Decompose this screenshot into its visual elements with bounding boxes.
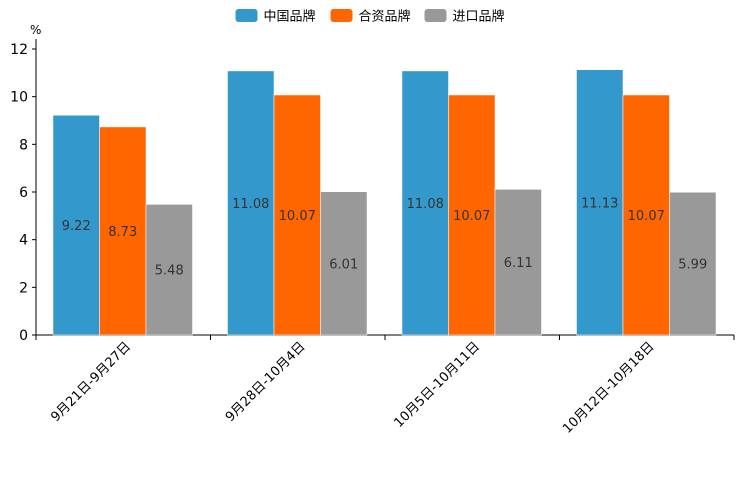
y-tick-label: 8 <box>19 137 28 153</box>
bar <box>401 70 449 336</box>
data-label: 8.73 <box>108 225 137 240</box>
bar <box>320 191 368 336</box>
bar <box>99 126 147 336</box>
x-axis: 9月21日-9月27日 9月28日-10月4日 10月5日-10月11日 10月12日… <box>35 334 735 437</box>
data-label: 9.22 <box>62 219 91 234</box>
y-tick-label: 0 <box>19 328 28 344</box>
x-category-label: 9月28日-10月4日 <box>223 339 309 425</box>
bar <box>273 94 321 336</box>
data-label: 11.13 <box>581 196 618 211</box>
x-category-label: 10月12日-10月18日 <box>560 339 657 436</box>
y-tick-label: 4 <box>19 233 28 249</box>
legend-item[interactable]: 中国品牌 <box>235 9 316 25</box>
legend-label: 合资品牌 <box>359 9 411 25</box>
y-axis-unit-label: % <box>30 23 41 37</box>
legend-item[interactable]: 合资品牌 <box>330 9 411 25</box>
data-label: 11.08 <box>407 197 444 212</box>
data-label: 5.48 <box>155 264 184 279</box>
data-label: 6.01 <box>329 257 358 272</box>
bar <box>145 204 193 336</box>
data-label: 10.07 <box>279 209 316 224</box>
x-category-label: 9月21日-9月27日 <box>48 339 134 425</box>
legend-swatch <box>330 9 353 22</box>
data-label: 11.08 <box>232 197 269 212</box>
bars <box>52 69 717 336</box>
bar <box>622 94 670 336</box>
bar <box>448 94 496 336</box>
x-category-label: 10月5日-10月11日 <box>391 339 483 431</box>
data-label: 5.99 <box>678 258 707 273</box>
y-axis: 0 2 4 6 8 10 12 <box>10 39 37 344</box>
data-label: 10.07 <box>628 209 665 224</box>
y-tick-label: 10 <box>10 90 28 106</box>
data-label: 6.11 <box>504 256 533 271</box>
legend-label: 进口品牌 <box>453 9 505 25</box>
legend: 中国品牌 合资品牌 进口品牌 <box>235 9 505 25</box>
data-label: 10.07 <box>453 209 490 224</box>
y-tick-label: 6 <box>19 185 28 201</box>
legend-label: 中国品牌 <box>264 9 316 25</box>
legend-swatch <box>235 9 258 22</box>
data-labels: 9.22 11.08 11.08 11.13 8.73 10.07 10.07 10.07 5.… <box>62 196 707 278</box>
legend-item[interactable]: 进口品牌 <box>424 9 505 25</box>
bar <box>494 189 542 336</box>
legend-swatch <box>424 9 447 22</box>
y-tick-label: 2 <box>19 280 28 296</box>
y-tick-label: 12 <box>10 42 28 58</box>
bar <box>669 191 717 336</box>
